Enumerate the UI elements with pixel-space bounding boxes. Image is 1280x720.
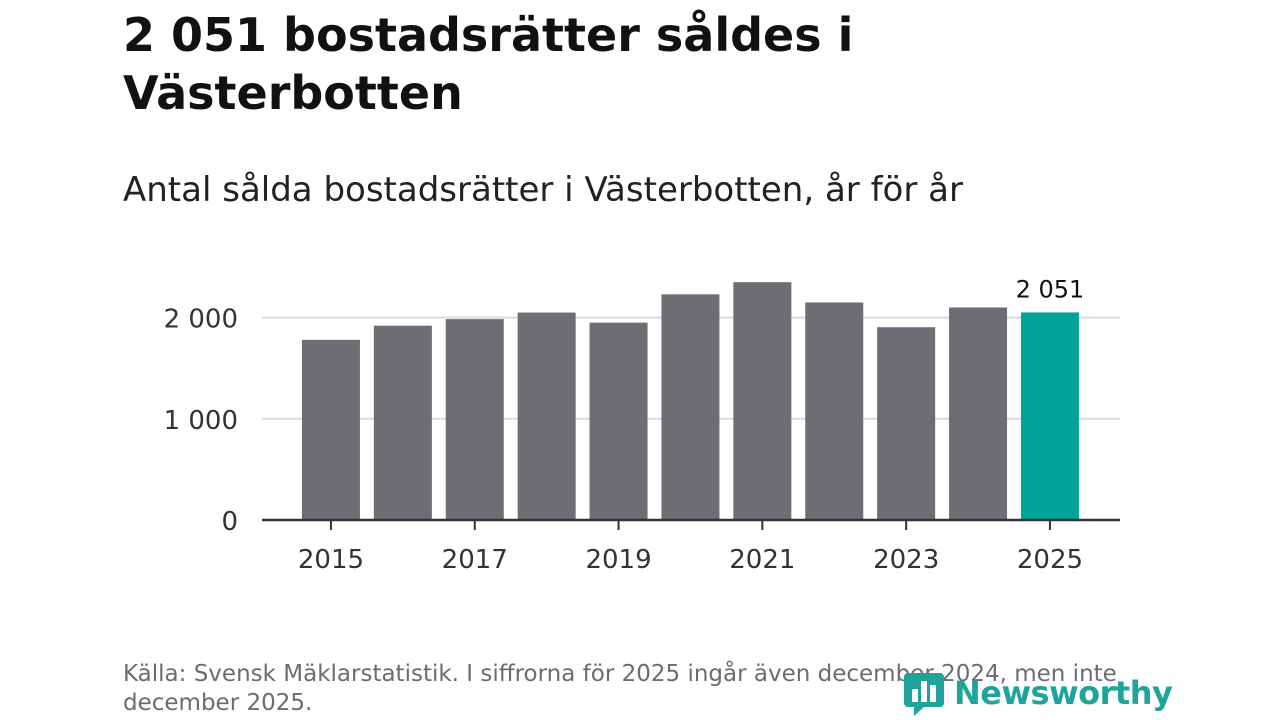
bar-2017 (445, 319, 504, 520)
x-tick-label: 2017 (442, 545, 508, 575)
logo-text: Newsworthy (954, 674, 1173, 712)
x-tick-label: 2019 (585, 545, 651, 575)
x-tick-label: 2023 (873, 545, 939, 575)
chart-title: 2 051 bostadsrätter såldes i Västerbotte… (123, 8, 854, 120)
bar-2024 (949, 307, 1008, 520)
x-tick-label: 2025 (1017, 545, 1083, 575)
bar-layer: 2 051 (301, 275, 1085, 520)
bar-chart: 2 051 0 1 000 2 000 2015 2017 2019 2021 2023 202… (164, 275, 1120, 575)
y-tick-label: 1 000 (164, 406, 238, 436)
bar-2015 (301, 339, 360, 520)
bar-2018 (517, 312, 576, 520)
x-tick-label: 2015 (298, 545, 364, 575)
source-note: Källa: Svensk Mäklarstatistik. I siffror… (123, 661, 1117, 716)
newsworthy-logo: Newsworthy (902, 668, 1173, 718)
x-tick-label: 2021 (729, 545, 795, 575)
y-tick-label: 2 000 (164, 305, 238, 335)
chart-subtitle: Antal sålda bostadsrätter i Västerbotten… (123, 170, 963, 210)
bar-2023 (877, 327, 936, 520)
bar-2022 (805, 302, 864, 520)
bar-2016 (373, 325, 432, 520)
bar-chart-icon (904, 673, 944, 716)
axis-layer: 0 1 000 2 000 2015 2017 2019 2021 2023 2025 (164, 305, 1120, 575)
bar-2020 (661, 294, 720, 520)
data-label: 2 051 (1016, 275, 1085, 303)
bar-2019 (589, 322, 648, 520)
y-tick-label: 0 (221, 507, 238, 537)
bar-2021 (733, 282, 792, 520)
bar-2025 (1020, 312, 1079, 520)
